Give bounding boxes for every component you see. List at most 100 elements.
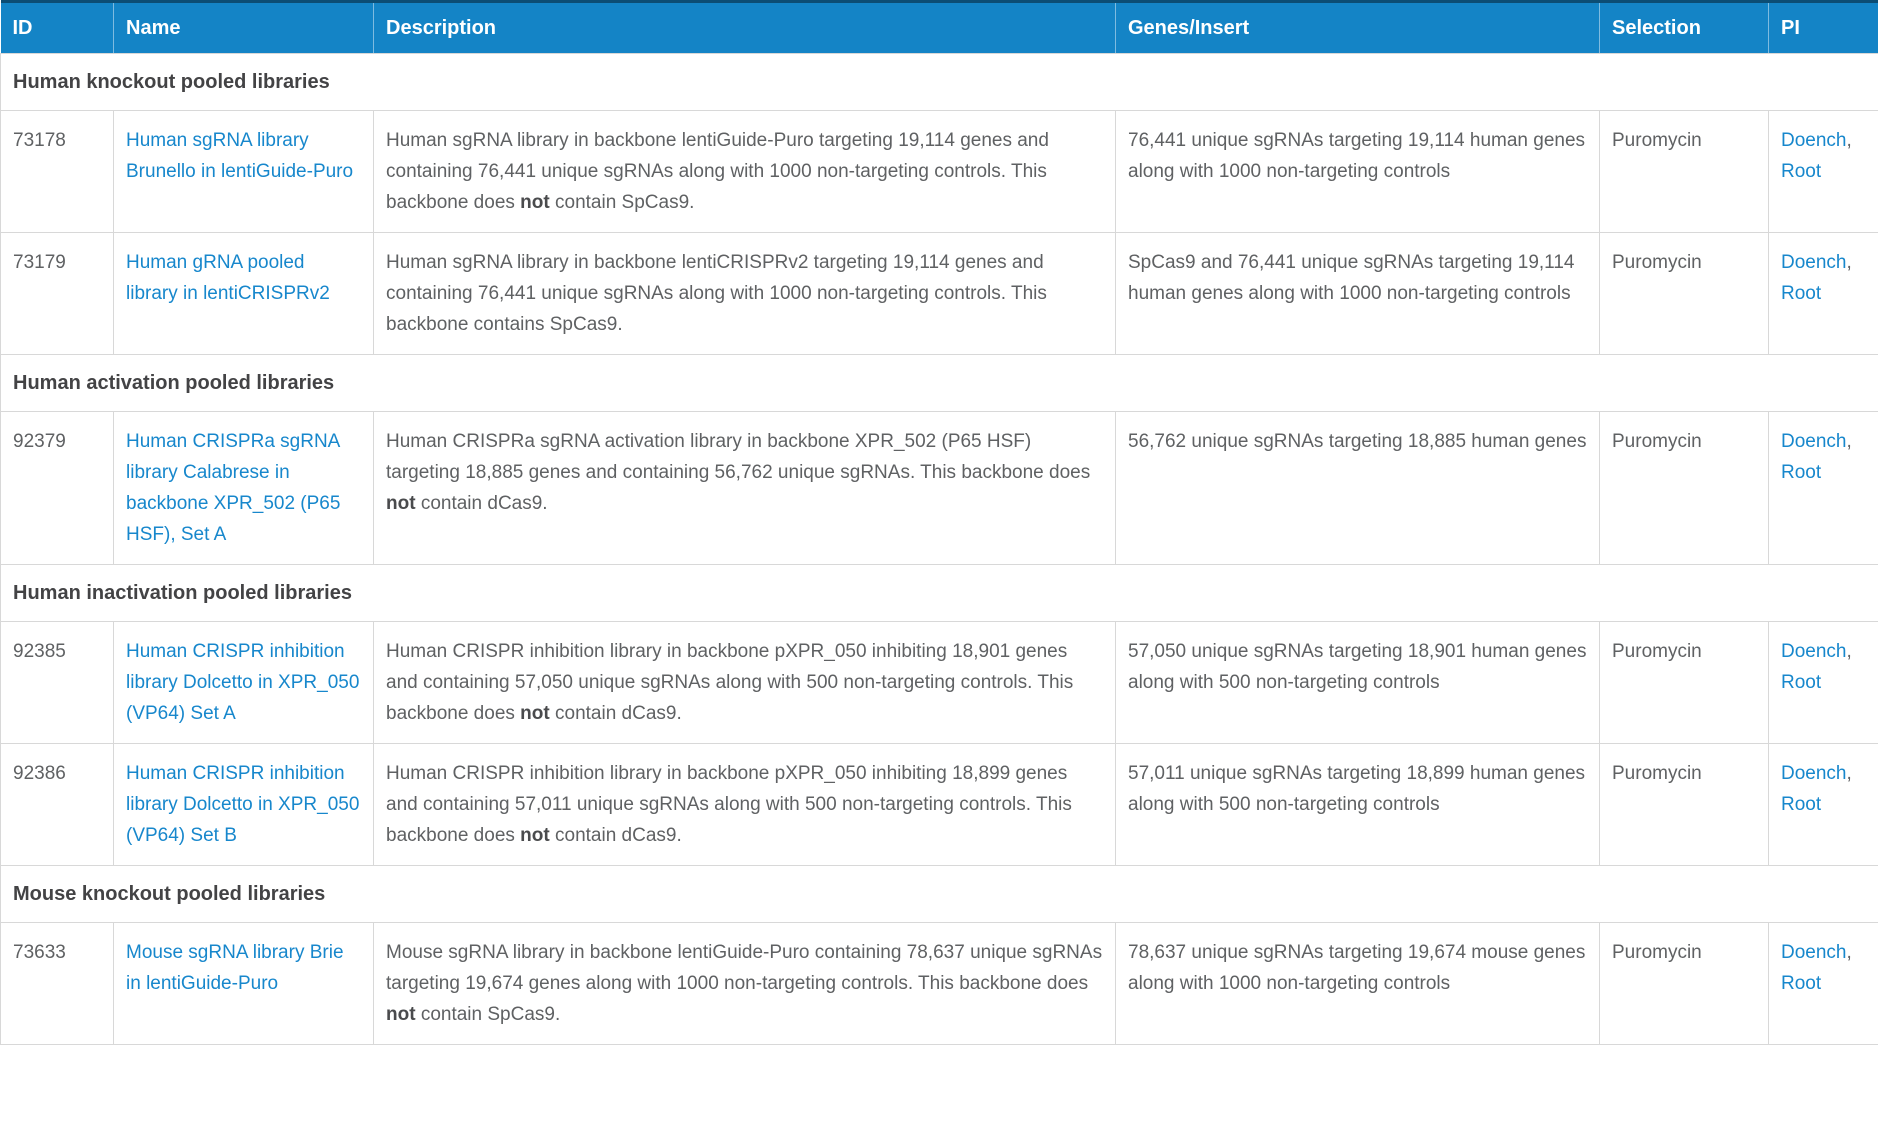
description-text: Mouse sgRNA library in backbone lentiGui… bbox=[386, 942, 1103, 994]
description-text: Human sgRNA library in backbone lentiCRI… bbox=[386, 252, 1047, 335]
name-cell: Human CRISPR inhibition library Dolcetto… bbox=[113, 743, 374, 866]
library-link[interactable]: Mouse sgRNA library Brie in lentiGuide-P… bbox=[126, 942, 344, 994]
column-header-description: Description bbox=[373, 1, 1116, 54]
section-header-row: Human activation pooled libraries bbox=[0, 354, 1878, 412]
column-header-name: Name bbox=[113, 1, 374, 54]
column-header-pi: PI bbox=[1768, 1, 1878, 54]
description-cell: Human sgRNA library in backbone lentiCRI… bbox=[373, 232, 1116, 355]
section-title: Human knockout pooled libraries bbox=[0, 53, 1878, 111]
selection-cell: Puromycin bbox=[1599, 411, 1769, 565]
genes-insert-cell: 57,011 unique sgRNAs targeting 18,899 hu… bbox=[1115, 743, 1600, 866]
id-cell: 73179 bbox=[0, 232, 114, 355]
pi-cell: Doench, Root bbox=[1768, 922, 1878, 1045]
description-text-after: contain SpCas9. bbox=[549, 192, 695, 213]
table-body: Human knockout pooled libraries 73178 Hu… bbox=[0, 53, 1878, 1045]
library-link[interactable]: Human sgRNA library Brunello in lentiGui… bbox=[126, 130, 354, 182]
library-link[interactable]: Human CRISPRa sgRNA library Calabrese in… bbox=[126, 431, 341, 545]
selection-cell: Puromycin bbox=[1599, 232, 1769, 355]
pi-separator: , bbox=[1846, 763, 1852, 784]
section-header-row: Mouse knockout pooled libraries bbox=[0, 865, 1878, 923]
description-cell: Human CRISPR inhibition library in backb… bbox=[373, 743, 1116, 866]
pi-link-root[interactable]: Root bbox=[1781, 973, 1822, 994]
description-cell: Human CRISPRa sgRNA activation library i… bbox=[373, 411, 1116, 565]
description-text-after: contain dCas9. bbox=[549, 825, 682, 846]
description-bold-not: not bbox=[520, 825, 550, 846]
library-link[interactable]: Human CRISPR inhibition library Dolcetto… bbox=[126, 763, 360, 846]
section-title: Mouse knockout pooled libraries bbox=[0, 865, 1878, 923]
pi-link-root[interactable]: Root bbox=[1781, 672, 1822, 693]
library-link[interactable]: Human gRNA pooled library in lentiCRISPR… bbox=[126, 252, 330, 304]
genes-insert-cell: SpCas9 and 76,441 unique sgRNAs targetin… bbox=[1115, 232, 1600, 355]
description-text: Human sgRNA library in backbone lentiGui… bbox=[386, 130, 1049, 213]
description-text-after: contain dCas9. bbox=[415, 493, 548, 514]
section-title: Human activation pooled libraries bbox=[0, 354, 1878, 412]
pi-separator: , bbox=[1846, 942, 1852, 963]
table-row: 92379 Human CRISPRa sgRNA library Calabr… bbox=[0, 411, 1878, 565]
pi-cell: Doench, Root bbox=[1768, 743, 1878, 866]
pi-cell: Doench, Root bbox=[1768, 411, 1878, 565]
name-cell: Human sgRNA library Brunello in lentiGui… bbox=[113, 110, 374, 233]
pi-cell: Doench, Root bbox=[1768, 110, 1878, 233]
pooled-libraries-table: ID Name Description Genes/Insert Selecti… bbox=[0, 0, 1878, 1045]
pi-link-doench[interactable]: Doench bbox=[1781, 763, 1847, 784]
section-header-row: Human knockout pooled libraries bbox=[0, 53, 1878, 111]
table-header: ID Name Description Genes/Insert Selecti… bbox=[0, 1, 1878, 54]
table-row: 73178 Human sgRNA library Brunello in le… bbox=[0, 110, 1878, 233]
name-cell: Human CRISPRa sgRNA library Calabrese in… bbox=[113, 411, 374, 565]
pi-link-root[interactable]: Root bbox=[1781, 462, 1822, 483]
table-row: 73633 Mouse sgRNA library Brie in lentiG… bbox=[0, 922, 1878, 1045]
description-bold-not: not bbox=[520, 192, 550, 213]
description-cell: Mouse sgRNA library in backbone lentiGui… bbox=[373, 922, 1116, 1045]
description-text-after: contain SpCas9. bbox=[415, 1004, 561, 1025]
description-text: Human CRISPR inhibition library in backb… bbox=[386, 641, 1074, 724]
name-cell: Human gRNA pooled library in lentiCRISPR… bbox=[113, 232, 374, 355]
id-cell: 92386 bbox=[0, 743, 114, 866]
table-row: 92385 Human CRISPR inhibition library Do… bbox=[0, 621, 1878, 744]
pi-link-doench[interactable]: Doench bbox=[1781, 431, 1847, 452]
selection-cell: Puromycin bbox=[1599, 922, 1769, 1045]
description-text: Human CRISPRa sgRNA activation library i… bbox=[386, 431, 1091, 483]
section-header-row: Human inactivation pooled libraries bbox=[0, 564, 1878, 622]
pi-link-root[interactable]: Root bbox=[1781, 794, 1822, 815]
table-row: 92386 Human CRISPR inhibition library Do… bbox=[0, 743, 1878, 866]
id-cell: 92379 bbox=[0, 411, 114, 565]
pi-link-root[interactable]: Root bbox=[1781, 283, 1822, 304]
pi-separator: , bbox=[1846, 130, 1852, 151]
column-header-id: ID bbox=[0, 1, 114, 54]
genes-insert-cell: 56,762 unique sgRNAs targeting 18,885 hu… bbox=[1115, 411, 1600, 565]
selection-cell: Puromycin bbox=[1599, 110, 1769, 233]
name-cell: Mouse sgRNA library Brie in lentiGuide-P… bbox=[113, 922, 374, 1045]
table-row: 73179 Human gRNA pooled library in lenti… bbox=[0, 232, 1878, 355]
pi-separator: , bbox=[1846, 641, 1852, 662]
selection-cell: Puromycin bbox=[1599, 621, 1769, 744]
genes-insert-cell: 78,637 unique sgRNAs targeting 19,674 mo… bbox=[1115, 922, 1600, 1045]
description-cell: Human sgRNA library in backbone lentiGui… bbox=[373, 110, 1116, 233]
selection-cell: Puromycin bbox=[1599, 743, 1769, 866]
section-title: Human inactivation pooled libraries bbox=[0, 564, 1878, 622]
genes-insert-cell: 76,441 unique sgRNAs targeting 19,114 hu… bbox=[1115, 110, 1600, 233]
pi-link-doench[interactable]: Doench bbox=[1781, 252, 1847, 273]
column-header-selection: Selection bbox=[1599, 1, 1769, 54]
column-header-genes-insert: Genes/Insert bbox=[1115, 1, 1600, 54]
description-text-after: contain dCas9. bbox=[549, 703, 682, 724]
genes-insert-cell: 57,050 unique sgRNAs targeting 18,901 hu… bbox=[1115, 621, 1600, 744]
pi-link-root[interactable]: Root bbox=[1781, 161, 1822, 182]
description-bold-not: not bbox=[386, 493, 416, 514]
id-cell: 73178 bbox=[0, 110, 114, 233]
id-cell: 92385 bbox=[0, 621, 114, 744]
description-cell: Human CRISPR inhibition library in backb… bbox=[373, 621, 1116, 744]
pi-link-doench[interactable]: Doench bbox=[1781, 942, 1847, 963]
description-bold-not: not bbox=[520, 703, 550, 724]
name-cell: Human CRISPR inhibition library Dolcetto… bbox=[113, 621, 374, 744]
description-bold-not: not bbox=[386, 1004, 416, 1025]
description-text: Human CRISPR inhibition library in backb… bbox=[386, 763, 1072, 846]
pi-separator: , bbox=[1846, 252, 1852, 273]
pi-cell: Doench, Root bbox=[1768, 232, 1878, 355]
id-cell: 73633 bbox=[0, 922, 114, 1045]
pi-link-doench[interactable]: Doench bbox=[1781, 641, 1847, 662]
pi-link-doench[interactable]: Doench bbox=[1781, 130, 1847, 151]
pi-cell: Doench, Root bbox=[1768, 621, 1878, 744]
library-link[interactable]: Human CRISPR inhibition library Dolcetto… bbox=[126, 641, 360, 724]
header-row: ID Name Description Genes/Insert Selecti… bbox=[0, 1, 1878, 54]
